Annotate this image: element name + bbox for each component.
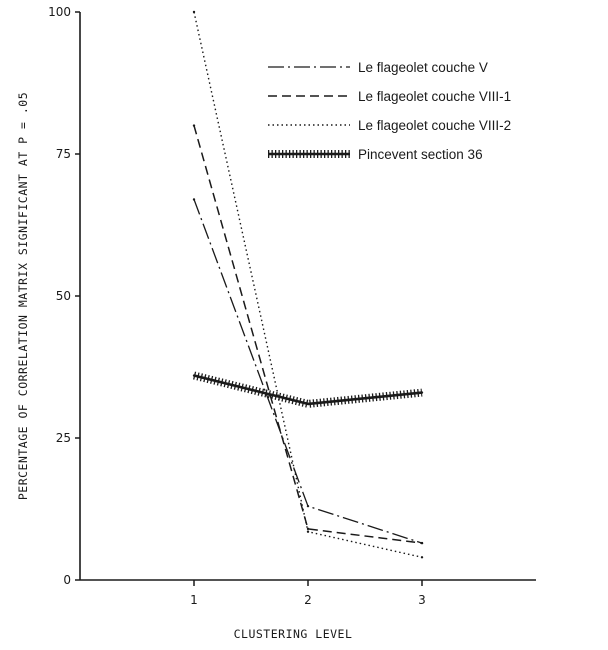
y-tick-label: 100 [48,5,71,19]
legend-item: Le flageolet couche VIII-2 [268,118,511,133]
data-point [306,527,310,531]
x-tick-label: 3 [418,593,426,607]
series-line [193,125,423,544]
x-axis-title: CLUSTERING LEVEL [234,627,353,641]
y-tick-label: 25 [56,431,71,445]
data-point [420,391,424,394]
x-tick-label: 2 [304,593,312,607]
data-point [192,198,196,201]
legend-item: Pincevent section 36 [268,147,483,162]
data-point [306,504,310,508]
y-tick-label: 50 [56,289,71,303]
legend-item: Le flageolet couche V [268,60,488,75]
series-group [192,10,424,559]
x-tick-label: 1 [190,593,198,607]
y-tick-label: 75 [56,147,71,161]
legend-label: Le flageolet couche VIII-1 [358,89,511,104]
series-3 [192,371,424,408]
series-0 [192,198,424,545]
series-hatch [193,371,423,408]
legend: Le flageolet couche V Le flageolet couche… [268,60,511,162]
data-point [306,530,310,533]
data-point [192,124,196,127]
legend-label: Pincevent section 36 [358,147,483,162]
legend-item: Le flageolet couche VIII-1 [268,89,511,104]
data-point [306,402,310,406]
y-tick-label: 0 [63,573,71,587]
series-line [193,199,423,544]
series-1 [192,124,424,545]
legend-label: Le flageolet couche V [358,60,488,75]
data-point [192,10,196,14]
data-point [420,541,424,545]
legend-label: Le flageolet couche VIII-2 [358,118,511,133]
data-point [420,556,424,559]
series-2 [192,10,424,559]
series-line [193,374,423,406]
data-point [192,374,196,377]
y-axis-title: PERCENTAGE OF CORRELATION MATRIX SIGNIFI… [16,92,30,500]
tick-group: 0 25 50 75 100 1 2 3 [48,5,426,607]
